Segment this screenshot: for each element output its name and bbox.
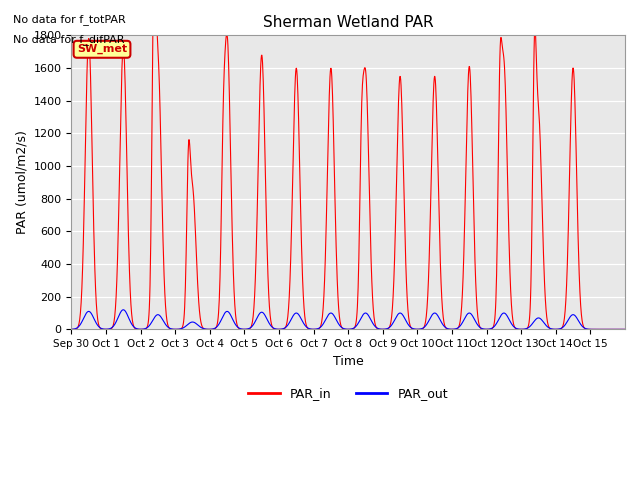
Text: No data for f_difPAR: No data for f_difPAR <box>13 34 124 45</box>
X-axis label: Time: Time <box>333 355 364 368</box>
Y-axis label: PAR (umol/m2/s): PAR (umol/m2/s) <box>15 131 28 234</box>
Title: Sherman Wetland PAR: Sherman Wetland PAR <box>263 15 433 30</box>
Text: SW_met: SW_met <box>77 44 127 54</box>
Text: No data for f_totPAR: No data for f_totPAR <box>13 14 125 25</box>
Legend: PAR_in, PAR_out: PAR_in, PAR_out <box>243 383 453 406</box>
